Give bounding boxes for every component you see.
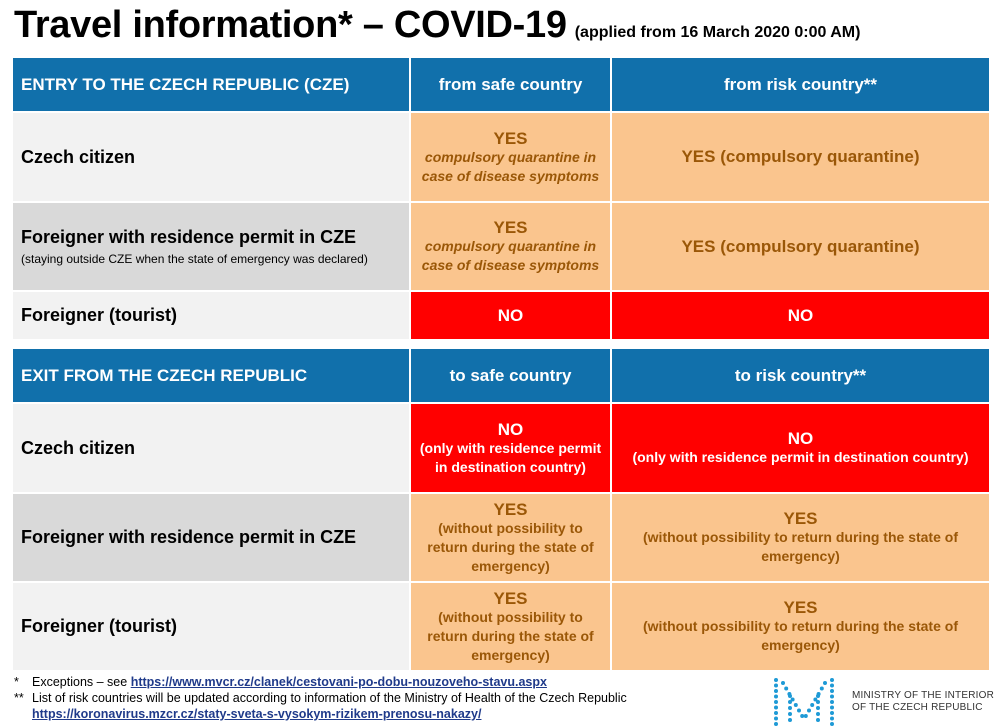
status-yes: YES (783, 509, 818, 528)
exit-row-foreigner-resident: Foreigner with residence permit in CZE Y… (13, 492, 989, 581)
status-yes: YES (783, 598, 818, 617)
footnote-text: List of risk countries will be updated a… (32, 691, 627, 705)
footnote-mark: * (14, 675, 19, 689)
title-subtitle: (applied from 16 March 2020 0:00 AM) (574, 24, 861, 41)
entry-risk-cell: YES (compulsory quarantine) (612, 201, 989, 290)
entry-risk-cell: NO (612, 290, 989, 339)
entry-header-safe: from safe country (411, 58, 612, 111)
row-label-text: Czech citizen (21, 146, 136, 167)
exit-header-label: EXIT FROM THE CZECH REPUBLIC (13, 349, 411, 402)
status-detail: (only with residence permit in destinati… (632, 449, 969, 465)
row-label: Czech citizen (13, 402, 411, 492)
exit-row-foreigner-tourist: Foreigner (tourist) YES (without possibi… (13, 581, 989, 670)
exit-risk-cell: YES (without possibility to return durin… (612, 492, 989, 581)
status-yes: YES (493, 588, 528, 608)
status-detail: compulsory quarantine in case of disease… (421, 238, 600, 273)
footnotes: * Exceptions – see https://www.mvcr.cz/c… (14, 674, 754, 722)
exit-risk-cell: YES (without possibility to return durin… (612, 581, 989, 670)
entry-safe-cell: YES compulsory quarantine in case of dis… (411, 201, 612, 290)
exit-safe-cell: YES (without possibility to return durin… (411, 581, 612, 670)
exit-safe-cell: YES (without possibility to return durin… (411, 492, 612, 581)
page-title: Travel information* – COVID-19 (applied f… (14, 4, 994, 48)
exit-header-safe: to safe country (411, 349, 612, 402)
row-label: Czech citizen (13, 111, 411, 201)
status-no: NO (787, 429, 814, 448)
status-detail: (without possibility to return during th… (643, 618, 958, 653)
ministry-logo-icon (774, 678, 834, 726)
title-main: Travel information* – COVID-19 (14, 4, 567, 46)
ministry-name: MINISTRY OF THE INTERIOR OF THE CZECH RE… (852, 690, 997, 714)
status-yes: YES (493, 218, 528, 237)
ministry-line-2: OF THE CZECH REPUBLIC (852, 702, 983, 713)
status-detail: (without possibility to return during th… (427, 608, 594, 663)
risk-countries-link[interactable]: https://koronavirus.mzcr.cz/staty-sveta-… (32, 707, 482, 721)
status-yes: YES (493, 128, 528, 148)
row-label-text: Foreigner (tourist) (21, 616, 177, 636)
row-label: Foreigner with residence permit in CZE (… (13, 201, 411, 290)
ministry-line-1: MINISTRY OF THE INTERIOR (852, 690, 995, 701)
status-no: NO (787, 306, 814, 325)
entry-risk-cell: YES (compulsory quarantine) (612, 111, 989, 201)
entry-safe-cell: YES compulsory quarantine in case of dis… (411, 111, 612, 201)
entry-header-label: ENTRY TO THE CZECH REPUBLIC (CZE) (13, 58, 411, 111)
exit-header-risk: to risk country** (612, 349, 989, 402)
exit-table: EXIT FROM THE CZECH REPUBLIC to safe cou… (13, 349, 989, 670)
entry-row-foreigner-resident: Foreigner with residence permit in CZE (… (13, 201, 989, 290)
row-label: Foreigner (tourist) (13, 290, 411, 339)
status-detail: compulsory quarantine in case of disease… (421, 148, 600, 184)
exit-safe-cell: NO (only with residence permit in destin… (411, 402, 612, 492)
row-label: Foreigner with residence permit in CZE (13, 492, 411, 581)
footnote-link-row: https://koronavirus.mzcr.cz/staty-sveta-… (14, 706, 754, 722)
entry-table: ENTRY TO THE CZECH REPUBLIC (CZE) from s… (13, 58, 989, 339)
status-detail: (only with residence permit in destinati… (419, 439, 602, 475)
status-yes-quarantine: YES (compulsory quarantine) (681, 236, 920, 256)
footnote-text: Exceptions – see (32, 675, 128, 689)
row-label-text: Foreigner with residence permit in CZE (21, 226, 357, 247)
entry-header-risk: from risk country** (612, 58, 989, 111)
status-yes-quarantine: YES (compulsory quarantine) (681, 147, 920, 166)
footnote-exceptions: * Exceptions – see https://www.mvcr.cz/c… (14, 674, 754, 690)
row-label: Foreigner (tourist) (13, 581, 411, 670)
status-no: NO (497, 419, 524, 439)
row-label-text: Foreigner (tourist) (21, 305, 177, 325)
entry-safe-cell: NO (411, 290, 612, 339)
entry-header-row: ENTRY TO THE CZECH REPUBLIC (CZE) from s… (13, 58, 989, 111)
row-label-text: Foreigner with residence permit in CZE (21, 527, 357, 547)
status-detail: (without possibility to return during th… (643, 529, 958, 564)
row-label-note: (staying outside CZE when the state of e… (21, 251, 368, 266)
entry-row-czech-citizen: Czech citizen YES compulsory quarantine … (13, 111, 989, 201)
status-yes: YES (493, 499, 528, 519)
footnote-risk-countries: ** List of risk countries will be update… (14, 690, 754, 706)
exceptions-link[interactable]: https://www.mvcr.cz/clanek/cestovani-po-… (130, 675, 547, 689)
row-label-text: Czech citizen (21, 437, 136, 458)
status-no: NO (497, 306, 524, 325)
footnote-mark: ** (14, 691, 24, 705)
exit-row-czech-citizen: Czech citizen NO (only with residence pe… (13, 402, 989, 492)
exit-risk-cell: NO (only with residence permit in destin… (612, 402, 989, 492)
entry-row-foreigner-tourist: Foreigner (tourist) NO NO (13, 290, 989, 339)
status-detail: (without possibility to return during th… (427, 519, 594, 574)
exit-header-row: EXIT FROM THE CZECH REPUBLIC to safe cou… (13, 349, 989, 402)
